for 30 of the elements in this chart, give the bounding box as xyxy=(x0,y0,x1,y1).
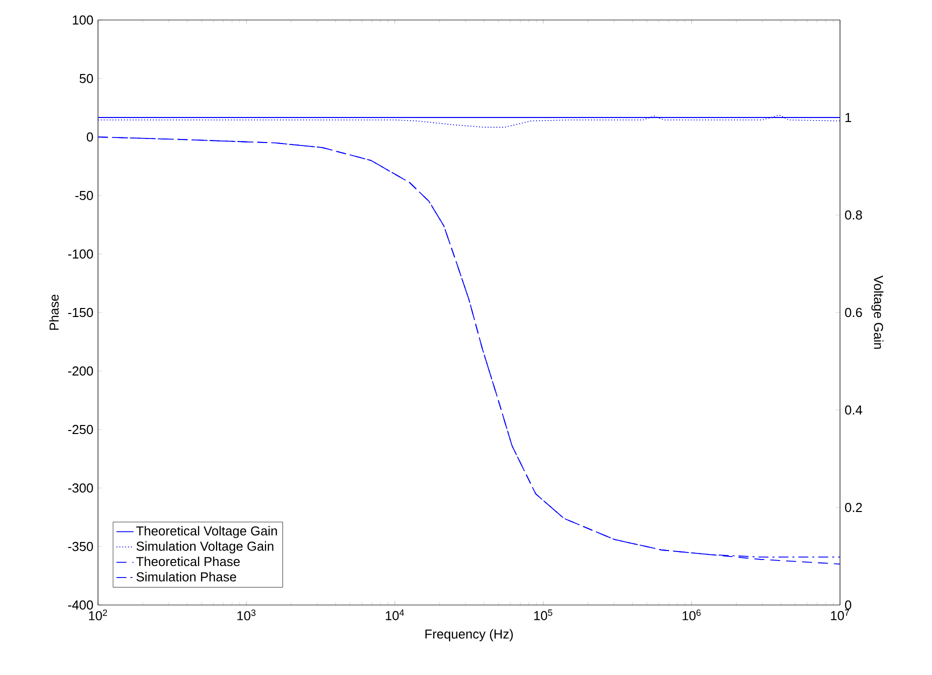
legend-label: Simulation Phase xyxy=(136,572,236,582)
x-tick-label: 10$^{3}$ xyxy=(237,610,256,620)
x-tick-label: 10$^{4}$ xyxy=(386,610,404,620)
y-tick-label: -300 xyxy=(68,483,93,493)
y-tick-label: -250 xyxy=(68,424,93,434)
x-tick-label: 10$^{6}$ xyxy=(682,610,701,620)
y2-tick-label: 0 xyxy=(845,600,852,610)
y2-tick-label: 1 xyxy=(846,113,852,122)
y-axis-title: Phase xyxy=(49,294,59,330)
legend-label: Theoretical Phase xyxy=(136,556,240,566)
x-tick-label: 10$^{5}$ xyxy=(534,610,552,620)
y2-axis-title: Voltage Gain xyxy=(871,275,884,349)
y-tick-label: -150 xyxy=(68,308,93,318)
y2-tick-label: 0.8 xyxy=(845,210,862,220)
y-tick-label: 0 xyxy=(86,132,93,142)
y2-tick-label: 0.2 xyxy=(845,502,862,512)
x-tick-label: 10$^{2}$ xyxy=(89,610,108,620)
y-tick-label: -100 xyxy=(68,249,93,259)
y2-tick-label: 0.4 xyxy=(845,405,862,415)
legend-label: Theoretical Voltage Gain xyxy=(136,526,277,538)
y-tick-label: -350 xyxy=(68,542,93,552)
y-tick-label: 50 xyxy=(80,74,93,84)
x-tick-label: 10$^{7}$ xyxy=(831,610,850,620)
y-tick-label: -200 xyxy=(68,366,93,376)
y2-tick-label: 0.6 xyxy=(845,308,862,318)
legend-label: Simulation Voltage Gain xyxy=(136,541,274,554)
y-tick-label: -50 xyxy=(75,190,93,200)
y-tick-label: 100 xyxy=(72,15,93,25)
y-tick-label: -400 xyxy=(68,600,93,610)
x-axis-title: Frequency (Hz) xyxy=(425,629,513,642)
